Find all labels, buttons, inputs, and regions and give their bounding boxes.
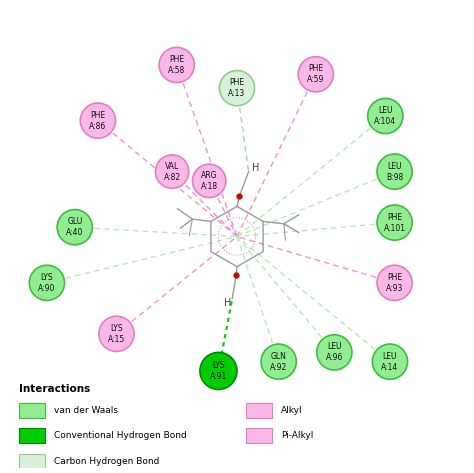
Text: GLN
A:92: GLN A:92 xyxy=(270,351,287,372)
Circle shape xyxy=(317,335,352,370)
Circle shape xyxy=(200,352,237,389)
Text: Carbon Hydrogen Bond: Carbon Hydrogen Bond xyxy=(54,457,159,466)
Text: Conventional Hydrogen Bond: Conventional Hydrogen Bond xyxy=(54,431,187,440)
Text: Pi-Alkyl: Pi-Alkyl xyxy=(281,431,313,440)
FancyBboxPatch shape xyxy=(246,429,272,443)
Circle shape xyxy=(159,47,194,83)
Text: Interactions: Interactions xyxy=(19,385,91,394)
Text: PHE
A:93: PHE A:93 xyxy=(386,273,403,293)
Text: LYS
A:91: LYS A:91 xyxy=(210,361,227,381)
Circle shape xyxy=(29,265,64,300)
FancyBboxPatch shape xyxy=(19,429,45,443)
Text: PHE
A:101: PHE A:101 xyxy=(383,212,406,233)
Circle shape xyxy=(80,103,116,138)
Text: PHE
A:58: PHE A:58 xyxy=(168,55,185,75)
Circle shape xyxy=(57,210,92,245)
Text: PHE
A:13: PHE A:13 xyxy=(228,78,246,98)
Circle shape xyxy=(192,164,226,198)
Circle shape xyxy=(298,57,333,92)
Text: LEU
A:14: LEU A:14 xyxy=(382,351,399,372)
FancyBboxPatch shape xyxy=(246,403,272,418)
Circle shape xyxy=(261,344,296,379)
Text: PHE
A:59: PHE A:59 xyxy=(307,64,325,84)
Text: van der Waals: van der Waals xyxy=(54,406,118,415)
Text: H: H xyxy=(252,163,259,173)
Text: LEU
A:96: LEU A:96 xyxy=(326,342,343,362)
Circle shape xyxy=(377,265,412,300)
FancyBboxPatch shape xyxy=(19,403,45,418)
Circle shape xyxy=(368,98,403,133)
Circle shape xyxy=(155,155,189,188)
Text: H: H xyxy=(224,298,231,308)
Circle shape xyxy=(99,316,134,351)
Text: VAL
A:82: VAL A:82 xyxy=(164,162,181,182)
Circle shape xyxy=(219,70,255,106)
Text: LEU
B:98: LEU B:98 xyxy=(386,162,403,182)
Text: Alkyl: Alkyl xyxy=(281,406,303,415)
Text: GLU
A:40: GLU A:40 xyxy=(66,217,83,237)
Text: LEU
A:104: LEU A:104 xyxy=(374,106,396,126)
Circle shape xyxy=(377,154,412,189)
Text: ARG
A:18: ARG A:18 xyxy=(201,171,218,191)
Text: PHE
A:86: PHE A:86 xyxy=(89,111,107,131)
Circle shape xyxy=(377,205,412,240)
Text: LYS
A:15: LYS A:15 xyxy=(108,324,125,344)
FancyBboxPatch shape xyxy=(19,454,45,469)
Circle shape xyxy=(373,344,408,379)
Text: LYS
A:90: LYS A:90 xyxy=(38,273,55,293)
